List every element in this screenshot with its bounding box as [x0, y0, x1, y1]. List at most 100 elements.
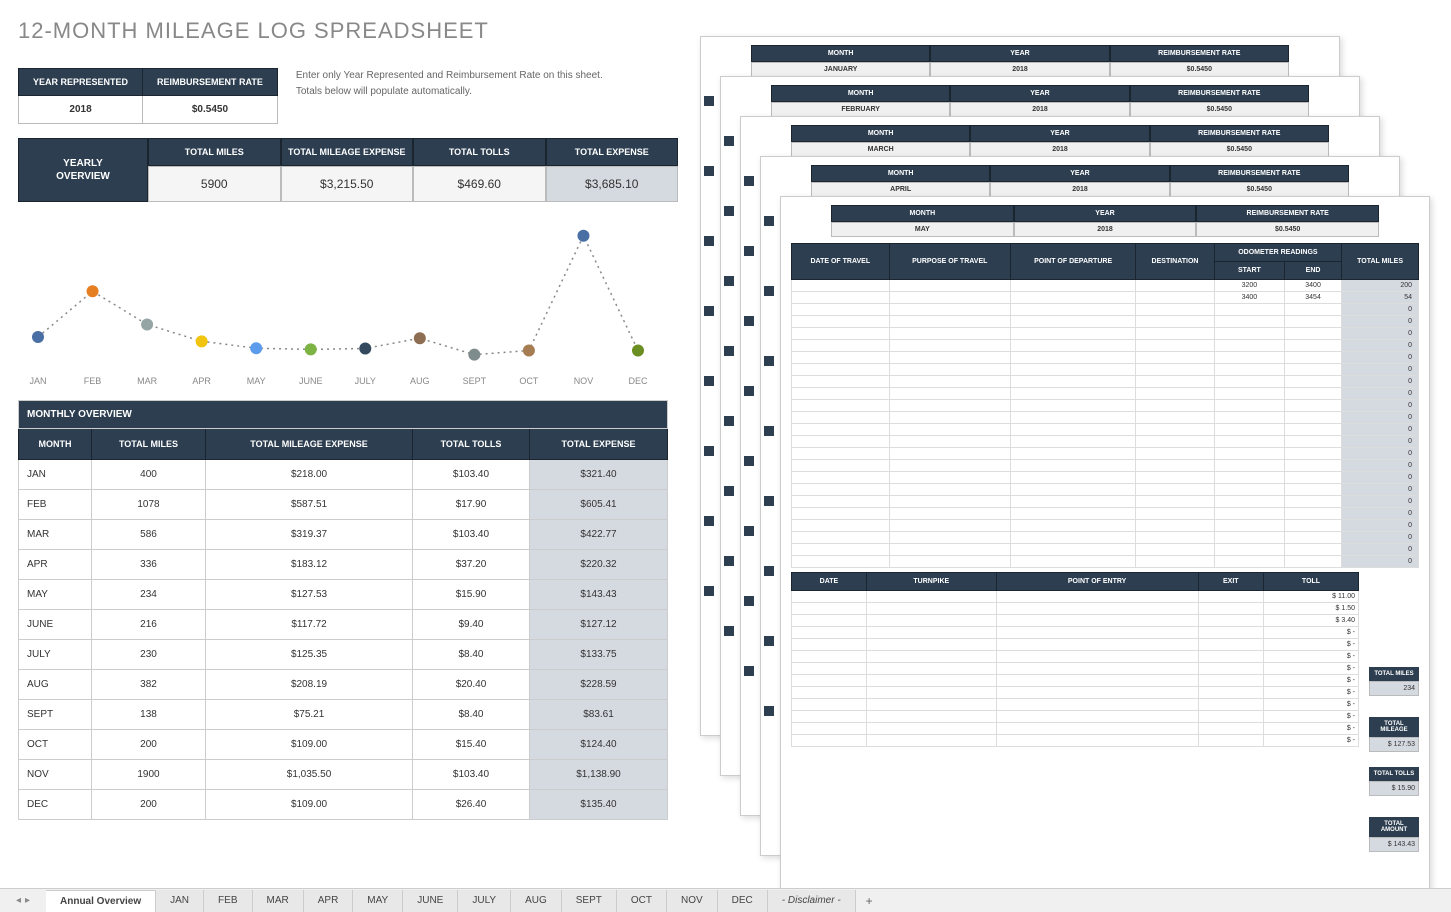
- table-cell[interactable]: $218.00: [206, 460, 413, 490]
- detail-cell[interactable]: [1285, 328, 1342, 340]
- table-cell[interactable]: $228.59: [530, 670, 668, 700]
- toll-cell[interactable]: [996, 591, 1198, 603]
- table-cell[interactable]: FEB: [19, 490, 92, 520]
- table-cell[interactable]: $103.40: [412, 760, 529, 790]
- table-cell[interactable]: 200: [91, 790, 205, 820]
- table-cell[interactable]: 400: [91, 460, 205, 490]
- sheet-tab[interactable]: NOV: [667, 890, 718, 912]
- table-cell[interactable]: $109.00: [206, 730, 413, 760]
- table-cell[interactable]: 586: [91, 520, 205, 550]
- detail-cell[interactable]: [792, 424, 890, 436]
- detail-cell[interactable]: [1214, 352, 1284, 364]
- sheet-tab[interactable]: - Disclaimer -: [768, 890, 856, 912]
- detail-cell[interactable]: 200: [1342, 280, 1419, 292]
- detail-cell[interactable]: [1136, 436, 1214, 448]
- toll-cell[interactable]: [792, 711, 867, 723]
- detail-cell[interactable]: [792, 388, 890, 400]
- sheet-tab[interactable]: MAR: [253, 890, 304, 912]
- nav-first-icon[interactable]: ◂: [16, 895, 21, 906]
- detail-cell[interactable]: [889, 424, 1010, 436]
- detail-cell[interactable]: [1214, 340, 1284, 352]
- year-value[interactable]: 2018: [19, 96, 143, 124]
- detail-cell[interactable]: [1136, 328, 1214, 340]
- detail-cell[interactable]: 0: [1342, 304, 1419, 316]
- table-cell[interactable]: $37.20: [412, 550, 529, 580]
- detail-cell[interactable]: [1214, 376, 1284, 388]
- detail-cell[interactable]: [889, 436, 1010, 448]
- detail-cell[interactable]: [792, 304, 890, 316]
- detail-cell[interactable]: [1136, 472, 1214, 484]
- table-cell[interactable]: $422.77: [530, 520, 668, 550]
- toll-cell[interactable]: [1198, 723, 1263, 735]
- sheet-tab[interactable]: Annual Overview: [46, 890, 156, 912]
- detail-cell[interactable]: [1214, 412, 1284, 424]
- detail-cell[interactable]: [1010, 400, 1135, 412]
- rate-value[interactable]: $0.5450: [143, 96, 278, 124]
- toll-cell[interactable]: $ -: [1264, 651, 1359, 663]
- detail-cell[interactable]: [1010, 412, 1135, 424]
- detail-cell[interactable]: 0: [1342, 328, 1419, 340]
- toll-cell[interactable]: [792, 675, 867, 687]
- toll-row[interactable]: $ -: [792, 735, 1359, 747]
- detail-row[interactable]: 0: [792, 532, 1419, 544]
- detail-cell[interactable]: 3400: [1214, 292, 1284, 304]
- toll-cell[interactable]: $ -: [1264, 699, 1359, 711]
- detail-cell[interactable]: [1010, 304, 1135, 316]
- detail-cell[interactable]: [1010, 388, 1135, 400]
- detail-cell[interactable]: 0: [1342, 508, 1419, 520]
- detail-cell[interactable]: [889, 292, 1010, 304]
- table-cell[interactable]: $208.19: [206, 670, 413, 700]
- detail-cell[interactable]: [1136, 316, 1214, 328]
- toll-cell[interactable]: [866, 603, 996, 615]
- table-cell[interactable]: 230: [91, 640, 205, 670]
- table-row[interactable]: OCT200$109.00$15.40$124.40: [19, 730, 668, 760]
- toll-cell[interactable]: [866, 723, 996, 735]
- table-cell[interactable]: $15.40: [412, 730, 529, 760]
- detail-cell[interactable]: [1010, 460, 1135, 472]
- toll-cell[interactable]: [866, 627, 996, 639]
- detail-cell[interactable]: [1214, 364, 1284, 376]
- detail-cell[interactable]: [889, 508, 1010, 520]
- detail-cell[interactable]: [1214, 556, 1284, 568]
- detail-row[interactable]: 0: [792, 424, 1419, 436]
- toll-cell[interactable]: [866, 699, 996, 711]
- detail-cell[interactable]: 0: [1342, 544, 1419, 556]
- detail-cell[interactable]: [1285, 436, 1342, 448]
- table-cell[interactable]: SEPT: [19, 700, 92, 730]
- detail-cell[interactable]: [1136, 532, 1214, 544]
- table-cell[interactable]: $125.35: [206, 640, 413, 670]
- toll-cell[interactable]: [1198, 627, 1263, 639]
- table-cell[interactable]: $143.43: [530, 580, 668, 610]
- detail-cell[interactable]: [1010, 376, 1135, 388]
- toll-cell[interactable]: [996, 651, 1198, 663]
- toll-cell[interactable]: $ -: [1264, 687, 1359, 699]
- detail-cell[interactable]: 3400: [1285, 280, 1342, 292]
- detail-cell[interactable]: 0: [1342, 484, 1419, 496]
- detail-cell[interactable]: 0: [1342, 496, 1419, 508]
- table-cell[interactable]: $183.12: [206, 550, 413, 580]
- detail-cell[interactable]: 0: [1342, 472, 1419, 484]
- detail-row[interactable]: 0: [792, 508, 1419, 520]
- detail-cell[interactable]: 0: [1342, 352, 1419, 364]
- toll-cell[interactable]: [792, 651, 867, 663]
- detail-cell[interactable]: [889, 460, 1010, 472]
- detail-cell[interactable]: [889, 280, 1010, 292]
- toll-cell[interactable]: [996, 627, 1198, 639]
- table-cell[interactable]: OCT: [19, 730, 92, 760]
- detail-cell[interactable]: [1214, 484, 1284, 496]
- detail-cell[interactable]: [889, 328, 1010, 340]
- detail-cell[interactable]: [792, 400, 890, 412]
- toll-row[interactable]: $ -: [792, 675, 1359, 687]
- detail-row[interactable]: 0: [792, 364, 1419, 376]
- detail-cell[interactable]: [1136, 508, 1214, 520]
- toll-cell[interactable]: [996, 675, 1198, 687]
- table-cell[interactable]: $8.40: [412, 700, 529, 730]
- table-row[interactable]: MAY234$127.53$15.90$143.43: [19, 580, 668, 610]
- table-cell[interactable]: 336: [91, 550, 205, 580]
- table-cell[interactable]: $133.75: [530, 640, 668, 670]
- table-row[interactable]: JAN400$218.00$103.40$321.40: [19, 460, 668, 490]
- toll-cell[interactable]: [866, 687, 996, 699]
- toll-cell[interactable]: [792, 615, 867, 627]
- toll-cell[interactable]: [866, 615, 996, 627]
- add-sheet-button[interactable]: +: [856, 890, 883, 912]
